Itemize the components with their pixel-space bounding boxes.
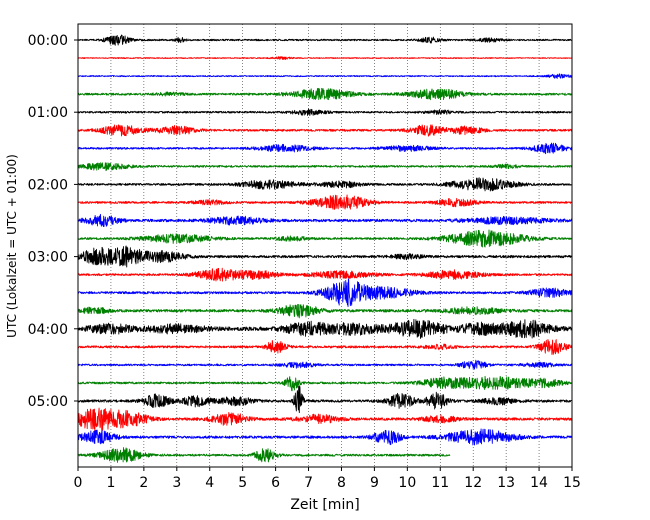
x-tick-label: 5: [238, 475, 247, 491]
x-tick-label: 9: [370, 475, 379, 491]
trace-0130: [77, 142, 573, 155]
x-tick-label: 3: [172, 475, 181, 491]
trace-0345: [77, 303, 573, 319]
trace-0545: [77, 447, 451, 463]
x-axis-ticks: 0 1 2 3 4 5 6 7 8 9 10 11 12 13 14 15: [74, 467, 581, 491]
x-tick-label: 11: [431, 475, 449, 491]
y-tick-label: 04:00: [28, 322, 68, 338]
y-axis-label: UTC (Lokalzeit = UTC + 01:00): [5, 154, 19, 338]
seismogram-traces: [77, 34, 573, 463]
trace-0445: [77, 375, 573, 392]
x-tick-label: 12: [464, 475, 482, 491]
trace-0215: [77, 194, 573, 210]
y-tick-label: 01:00: [28, 105, 68, 121]
trace-0315: [77, 267, 573, 282]
x-tick-label: 14: [530, 475, 548, 491]
trace-0500: [77, 385, 573, 414]
trace-0015: [77, 56, 573, 60]
trace-0430: [77, 359, 573, 370]
trace-0030: [77, 73, 573, 79]
y-tick-label: 03:00: [28, 250, 68, 266]
y-tick-label: 05:00: [28, 394, 68, 410]
x-tick-label: 10: [398, 475, 416, 491]
trace-0200: [77, 177, 573, 192]
trace-0230: [77, 213, 573, 227]
trace-0300: [77, 245, 573, 268]
y-tick-label: 00:00: [28, 33, 68, 49]
x-tick-label: 8: [337, 475, 346, 491]
trace-0245: [77, 229, 573, 248]
x-tick-label: 13: [497, 475, 515, 491]
x-tick-label: 2: [139, 475, 148, 491]
trace-0145: [77, 162, 573, 172]
plot-frame: [77, 23, 573, 468]
x-tick-label: 7: [304, 475, 313, 491]
x-tick-label: 0: [74, 475, 83, 491]
x-tick-label: 1: [106, 475, 115, 491]
trace-0045: [77, 87, 573, 101]
x-tick-label: 4: [205, 475, 214, 491]
vertical-gridlines: [110, 24, 540, 467]
x-axis-label: Zeit [min]: [290, 497, 359, 513]
x-tick-label: 6: [271, 475, 280, 491]
trace-0400: [77, 318, 573, 339]
trace-0530: [77, 428, 573, 446]
trace-0100: [77, 108, 573, 116]
trace-0415: [77, 339, 573, 355]
trace-0330: [77, 278, 573, 307]
y-axis-ticks: 00:00 01:00 02:00 03:00 04:00 05:00: [28, 33, 78, 410]
trace-0000: [77, 34, 573, 46]
trace-0515: [77, 407, 573, 432]
y-tick-label: 02:00: [28, 177, 68, 193]
trace-0115: [77, 124, 573, 137]
x-tick-label: 15: [563, 475, 581, 491]
